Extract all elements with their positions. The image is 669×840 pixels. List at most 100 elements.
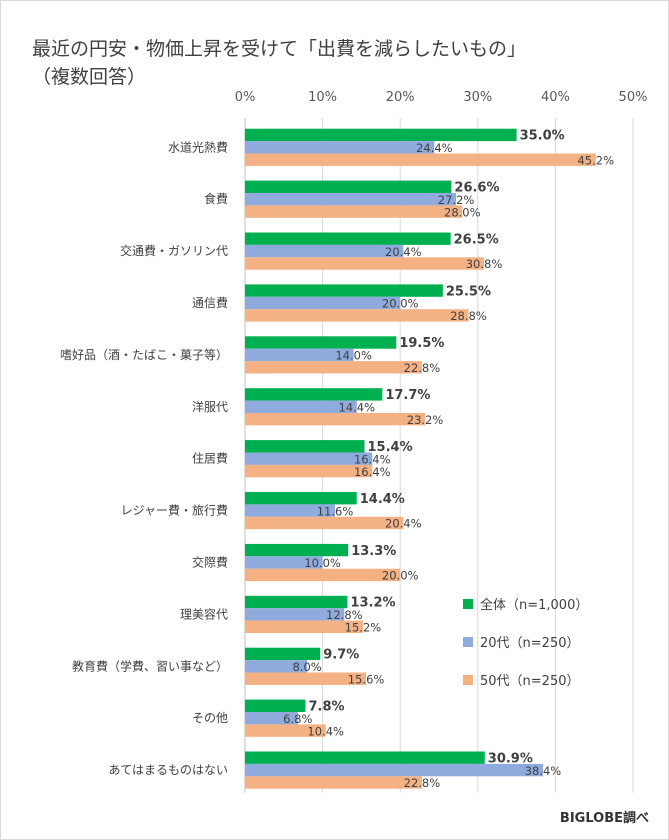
x-tick-label: 50%: [619, 90, 648, 105]
data-label-20s: 8.0%: [292, 660, 321, 674]
bar-50s: [245, 361, 422, 374]
data-label-20s: 14.4%: [338, 401, 375, 415]
bar-total: [245, 595, 348, 609]
data-label-total: 26.5%: [454, 232, 499, 247]
data-label-20s: 11.6%: [317, 504, 354, 518]
bar-20s: [245, 296, 401, 310]
data-label-20s: 20.4%: [385, 245, 422, 259]
x-tick-label: 40%: [541, 90, 570, 105]
legend-label: 50代（n=250）: [480, 674, 580, 689]
data-label-50s: 23.2%: [407, 413, 444, 427]
x-tick-label: 10%: [308, 90, 337, 105]
bar-total: [245, 647, 321, 661]
bar-20s: [245, 712, 298, 725]
data-label-50s: 10.4%: [307, 724, 344, 738]
bar-total: [245, 751, 485, 764]
bar-total: [245, 128, 517, 142]
data-label-20s: 6.8%: [283, 712, 312, 726]
data-label-total: 30.9%: [488, 751, 533, 766]
data-label-50s: 22.8%: [404, 361, 441, 375]
data-label-50s: 15.6%: [348, 672, 385, 686]
category-label: 嗜好品（酒・たばこ・菓子等）: [60, 348, 228, 362]
x-tick-label: 0%: [235, 90, 256, 105]
bar-total: [245, 388, 383, 401]
data-label-total: 17.7%: [385, 388, 430, 403]
bar-20s: [245, 452, 373, 465]
data-label-50s: 16.4%: [354, 465, 391, 479]
category-label: 交際費: [192, 555, 228, 570]
data-label-total: 13.3%: [351, 544, 396, 559]
bar-total: [245, 232, 451, 245]
bar-20s: [245, 348, 354, 362]
data-label-50s: 15.2%: [345, 621, 382, 635]
chart-title-line1: 最近の円安・物価上昇を受けて「出費を減らしたいもの」: [32, 38, 527, 60]
chart-title-line2: （複数回答）: [32, 66, 147, 88]
legend-swatch: [463, 675, 473, 685]
x-tick-label: 30%: [463, 90, 492, 105]
category-label: 交通費・ガソリン代: [120, 243, 228, 258]
category-label: 住居費: [192, 451, 228, 466]
bar-50s: [245, 309, 469, 322]
legend-label: 20代（n=250）: [480, 636, 580, 651]
data-label-total: 9.7%: [323, 648, 359, 663]
bar-total: [245, 440, 365, 453]
bar-20s: [245, 400, 357, 413]
data-label-20s: 27.2%: [438, 193, 475, 207]
bar-total: [245, 336, 397, 349]
data-label-20s: 16.4%: [354, 452, 391, 466]
bar-50s: [245, 257, 485, 270]
bar-50s: [245, 413, 426, 426]
bar-50s: [245, 776, 422, 789]
bar-50s: [245, 464, 373, 478]
category-label: 水道光熱費: [168, 139, 228, 154]
category-label: 理美容代: [180, 606, 228, 621]
bar-20s: [245, 193, 457, 206]
bar-total: [245, 180, 452, 193]
legend-swatch: [463, 599, 473, 609]
data-label-20s: 14.0%: [335, 349, 372, 363]
data-label-total: 35.0%: [520, 129, 565, 144]
bar-50s: [245, 205, 463, 218]
data-label-total: 7.8%: [309, 700, 345, 715]
data-label-total: 14.4%: [360, 492, 405, 507]
bar-50s: [245, 153, 596, 166]
bar-20s: [245, 556, 323, 569]
data-label-50s: 22.8%: [404, 776, 441, 790]
bar-50s: [245, 672, 367, 685]
data-label-total: 25.5%: [446, 284, 491, 299]
category-label: 洋服代: [192, 399, 228, 414]
data-label-20s: 10.0%: [304, 556, 341, 570]
data-label-50s: 20.4%: [385, 517, 422, 531]
bar-50s: [245, 568, 401, 582]
data-label-20s: 24.4%: [416, 141, 453, 155]
data-label-total: 26.6%: [454, 181, 499, 196]
bar-total: [245, 284, 443, 297]
data-label-20s: 20.0%: [382, 297, 419, 311]
data-label-20s: 12.8%: [326, 608, 363, 622]
bar-50s: [245, 620, 363, 633]
legend-swatch: [463, 637, 473, 647]
bar-total: [245, 543, 349, 557]
category-label: 食費: [204, 191, 228, 206]
bar-20s: [245, 608, 345, 621]
category-label: 教育費（学費、習い事など）: [72, 658, 228, 673]
bar-total: [245, 492, 357, 505]
data-label-total: 13.2%: [350, 596, 395, 611]
bar-20s: [245, 141, 435, 154]
data-label-50s: 30.8%: [466, 257, 503, 271]
bar-20s: [245, 244, 404, 258]
x-tick-label: 20%: [386, 90, 415, 105]
bar-20s: [245, 763, 543, 777]
data-label-total: 15.4%: [368, 440, 413, 455]
bar-total: [245, 699, 306, 712]
data-label-50s: 45.2%: [577, 153, 614, 167]
bar-50s: [245, 516, 404, 530]
category-label: あてはまるものはない: [108, 763, 228, 777]
data-label-total: 19.5%: [399, 336, 444, 351]
bar-50s: [245, 724, 326, 737]
data-label-50s: 20.0%: [382, 569, 419, 583]
bar-20s: [245, 660, 308, 673]
legend-label: 全体（n=1,000）: [480, 597, 588, 613]
